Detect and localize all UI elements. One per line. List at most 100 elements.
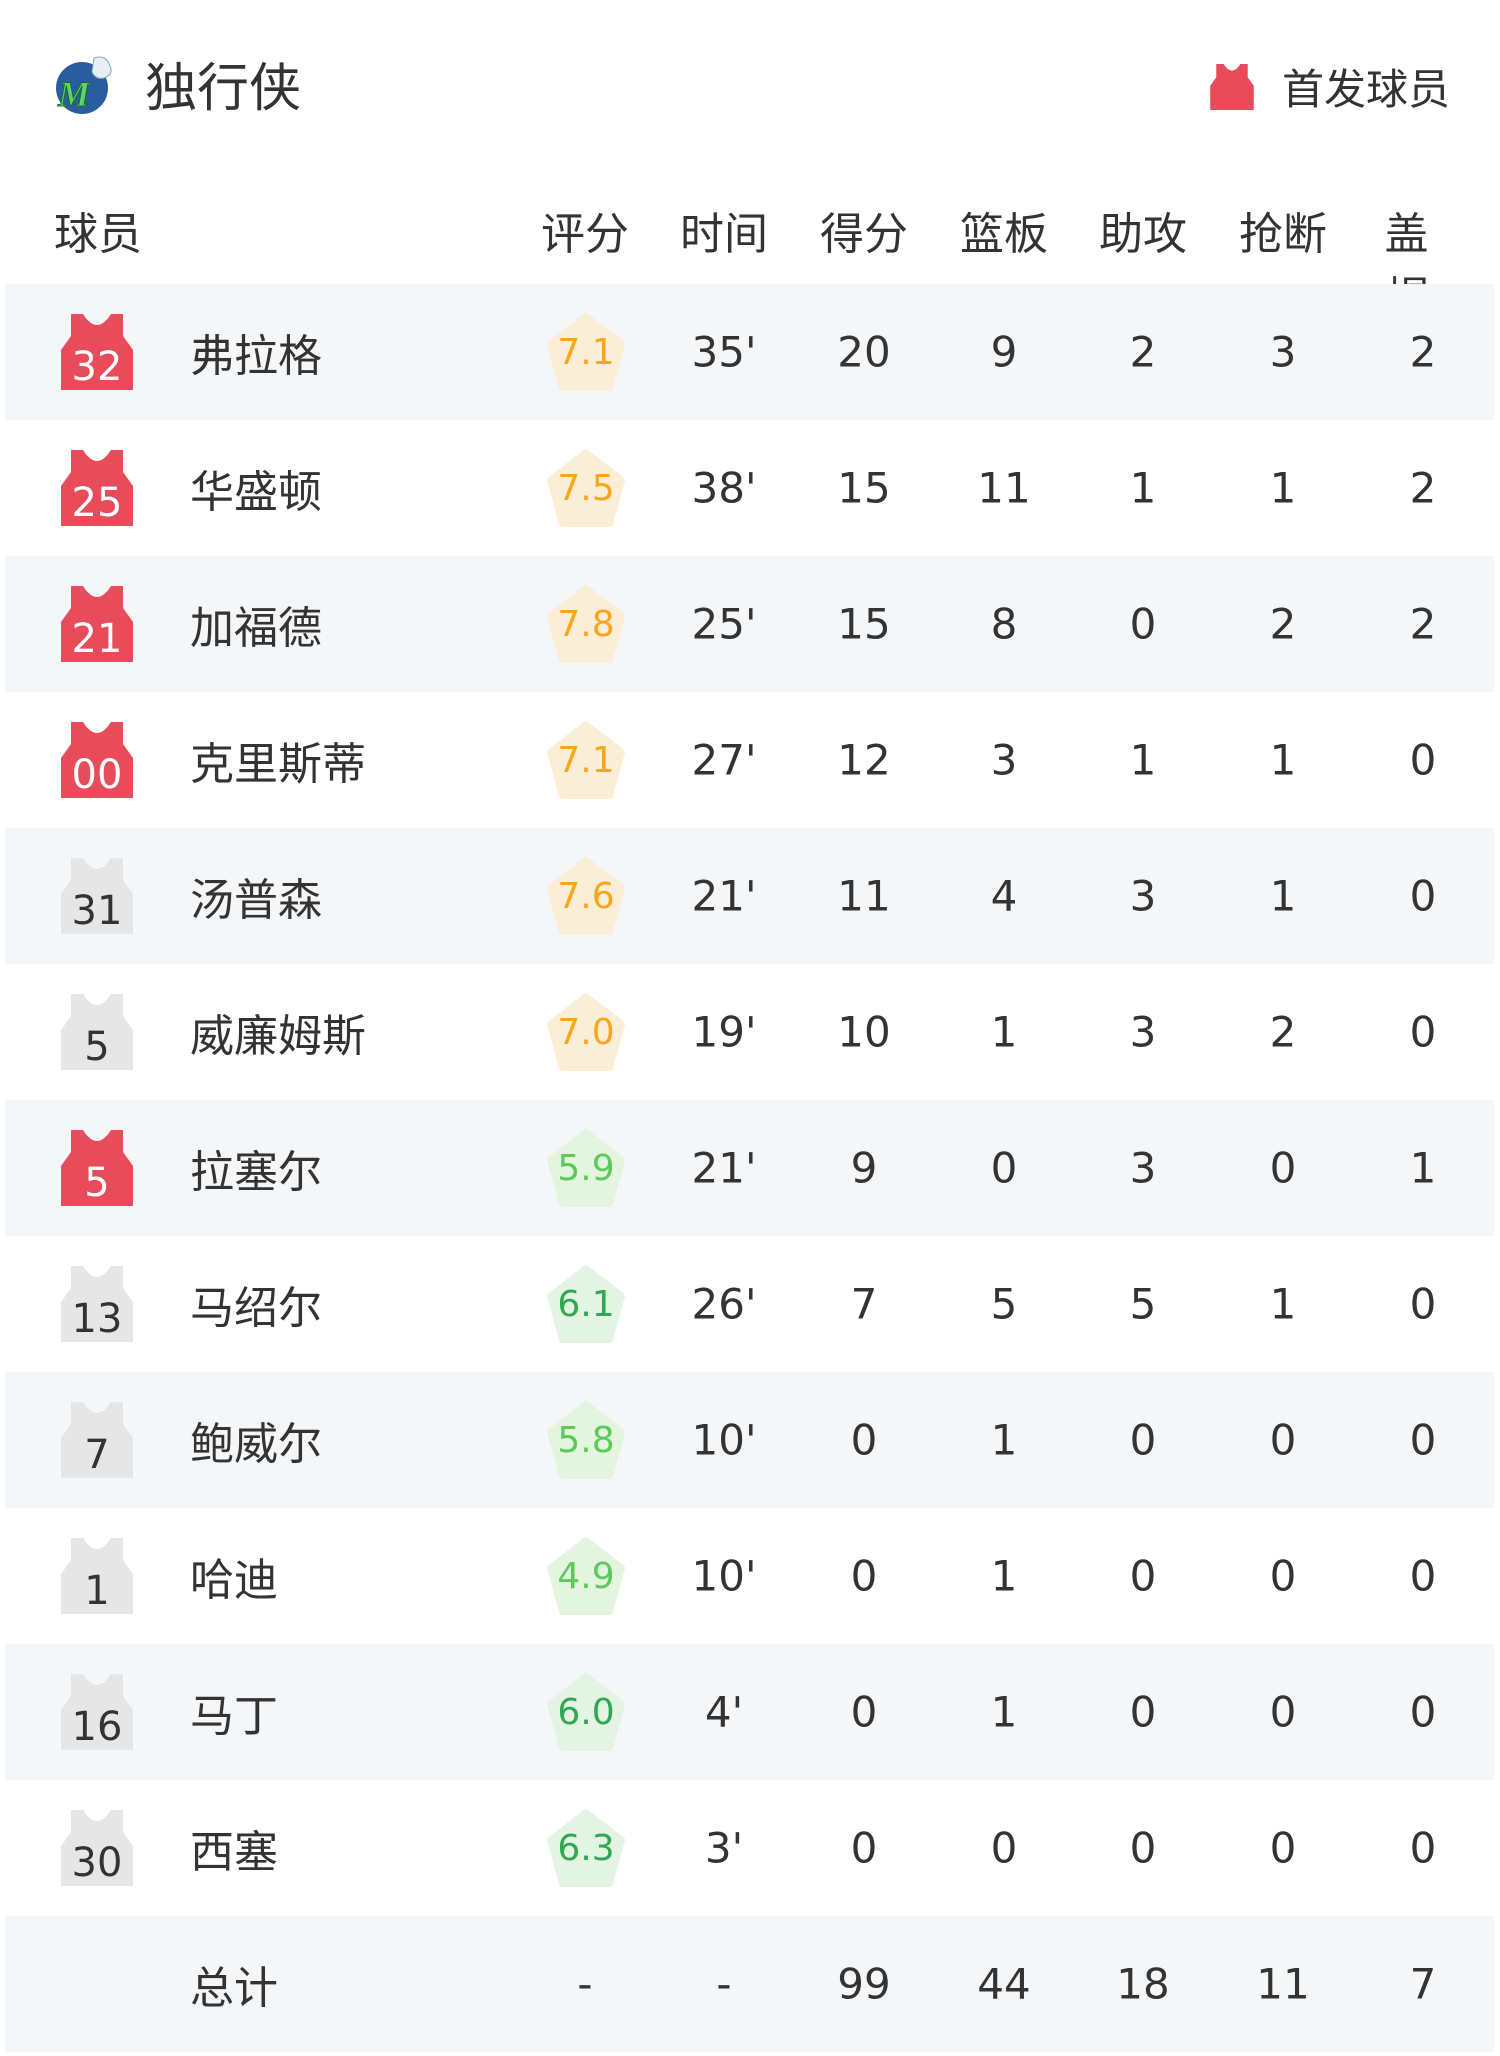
stat-stl: 1 [1269, 1279, 1297, 1329]
player-row[interactable]: 5 拉塞尔 5.9 21' 9 0 3 0 1 [5, 1100, 1495, 1236]
stat-reb: 0 [990, 1143, 1018, 1193]
rating-value: 5.8 [557, 1420, 615, 1461]
player-row[interactable]: 16 马丁 6.0 4' 0 1 0 0 0 [5, 1644, 1495, 1780]
jersey-number: 13 [71, 1296, 123, 1342]
stat-time: 10' [691, 1551, 757, 1601]
player-row[interactable]: 21 加福德 7.8 25' 15 8 0 2 2 [5, 556, 1495, 692]
player-name[interactable]: 鲍威尔 [190, 1419, 322, 1470]
player-row[interactable]: 13 马绍尔 6.1 26' 7 5 5 1 0 [5, 1236, 1495, 1372]
stat-ast: 0 [1129, 1415, 1157, 1465]
rating-value: 6.1 [557, 1284, 615, 1325]
rating-badge: 6.1 [546, 1264, 626, 1344]
starter-jersey-icon: 21 [61, 586, 133, 662]
rating-badge: 7.1 [546, 720, 626, 800]
player-name[interactable]: 哈迪 [190, 1555, 278, 1606]
jersey-number: 7 [84, 1432, 110, 1478]
stat-ast: 0 [1129, 599, 1157, 649]
totals-time: - [716, 1959, 732, 2009]
stat-stl: 0 [1269, 1551, 1297, 1601]
player-name[interactable]: 华盛顿 [190, 467, 322, 518]
stat-ast: 0 [1129, 1551, 1157, 1601]
rating-value: 7.8 [557, 604, 615, 645]
jersey-icon: 13 [61, 1266, 133, 1342]
stat-pts: 9 [850, 1143, 878, 1193]
player-name[interactable]: 马绍尔 [190, 1283, 322, 1334]
stat-pts: 15 [837, 463, 891, 513]
rating-value: 5.9 [557, 1148, 615, 1189]
player-row[interactable]: 30 西塞 6.3 3' 0 0 0 0 0 [5, 1780, 1495, 1916]
rating-value: 6.0 [557, 1692, 615, 1733]
player-row[interactable]: 00 克里斯蒂 7.1 27' 12 3 1 1 0 [5, 692, 1495, 828]
player-row[interactable]: 7 鲍威尔 5.8 10' 0 1 0 0 0 [5, 1372, 1495, 1508]
col-time[interactable]: 时间 [680, 209, 768, 260]
player-name[interactable]: 汤普森 [190, 875, 322, 926]
player-row[interactable]: 32 弗拉格 7.1 35' 20 9 2 3 2 [5, 284, 1495, 420]
totals-blk: 7 [1409, 1959, 1437, 2009]
stat-pts: 20 [837, 327, 891, 377]
player-name[interactable]: 拉塞尔 [190, 1147, 322, 1198]
player-row[interactable]: 5 威廉姆斯 7.0 19' 10 1 3 2 0 [5, 964, 1495, 1100]
col-assists[interactable]: 助攻 [1099, 209, 1187, 260]
starter-jersey-icon: 32 [61, 314, 133, 390]
stat-reb: 11 [977, 463, 1031, 513]
rating-value: 7.1 [557, 740, 615, 781]
stat-blk: 0 [1409, 1279, 1437, 1329]
col-rebounds[interactable]: 篮板 [960, 209, 1048, 260]
starter-jersey-icon: 00 [61, 722, 133, 798]
rating-badge: 5.9 [546, 1128, 626, 1208]
player-row[interactable]: 25 华盛顿 7.5 38' 15 11 1 1 2 [5, 420, 1495, 556]
player-name[interactable]: 加福德 [190, 603, 322, 654]
stat-time: 25' [691, 599, 757, 649]
stat-blk: 2 [1409, 327, 1437, 377]
stat-reb: 1 [990, 1415, 1018, 1465]
player-name[interactable]: 马丁 [190, 1691, 278, 1742]
col-rating[interactable]: 评分 [541, 209, 629, 260]
player-name[interactable]: 西塞 [190, 1827, 278, 1878]
stat-blk: 0 [1409, 1823, 1437, 1873]
stat-stl: 1 [1269, 463, 1297, 513]
jersey-icon [1210, 63, 1254, 110]
player-name[interactable]: 弗拉格 [190, 331, 322, 382]
rating-badge: 7.1 [546, 312, 626, 392]
rating-badge: 4.9 [546, 1536, 626, 1616]
rating-value: 4.9 [557, 1556, 615, 1597]
rating-badge: 7.5 [546, 448, 626, 528]
jersey-number: 16 [71, 1704, 123, 1750]
jersey-number: 21 [71, 616, 123, 662]
jersey-icon: 1 [61, 1538, 133, 1614]
stat-blk: 1 [1409, 1143, 1437, 1193]
stat-time: 21' [691, 871, 757, 921]
stat-time: 27' [691, 735, 757, 785]
player-name[interactable]: 克里斯蒂 [190, 739, 366, 790]
jersey-number: 25 [71, 480, 123, 526]
stat-stl: 2 [1269, 599, 1297, 649]
rating-value: 7.6 [557, 876, 615, 917]
totals-row: 总计 - - 99 44 18 11 7 [5, 1916, 1495, 2052]
stat-ast: 1 [1129, 463, 1157, 513]
player-row[interactable]: 1 哈迪 4.9 10' 0 1 0 0 0 [5, 1508, 1495, 1644]
jersey-icon: 5 [61, 994, 133, 1070]
totals-label: 总计 [190, 1963, 278, 2014]
stat-reb: 4 [990, 871, 1018, 921]
legend-label: 首发球员 [1281, 65, 1450, 114]
stat-reb: 1 [990, 1007, 1018, 1057]
stat-stl: 1 [1269, 871, 1297, 921]
rating-badge: 7.8 [546, 584, 626, 664]
stat-stl: 2 [1269, 1007, 1297, 1057]
stat-stl: 0 [1269, 1143, 1297, 1193]
player-name[interactable]: 威廉姆斯 [190, 1011, 366, 1062]
totals-ast: 18 [1116, 1959, 1170, 2009]
stat-ast: 5 [1129, 1279, 1157, 1329]
player-row[interactable]: 31 汤普森 7.6 21' 11 4 3 1 0 [5, 828, 1495, 964]
rating-value: 7.1 [557, 332, 615, 373]
stat-pts: 15 [837, 599, 891, 649]
stat-pts: 0 [850, 1551, 878, 1601]
rating-value: 7.0 [557, 1012, 615, 1053]
jersey-number: 32 [71, 344, 123, 390]
stat-reb: 8 [990, 599, 1018, 649]
col-steals[interactable]: 抢断 [1239, 209, 1327, 260]
rating-badge: 6.0 [546, 1672, 626, 1752]
totals-stl: 11 [1256, 1959, 1310, 2009]
col-points[interactable]: 得分 [820, 209, 908, 260]
stat-reb: 9 [990, 327, 1018, 377]
